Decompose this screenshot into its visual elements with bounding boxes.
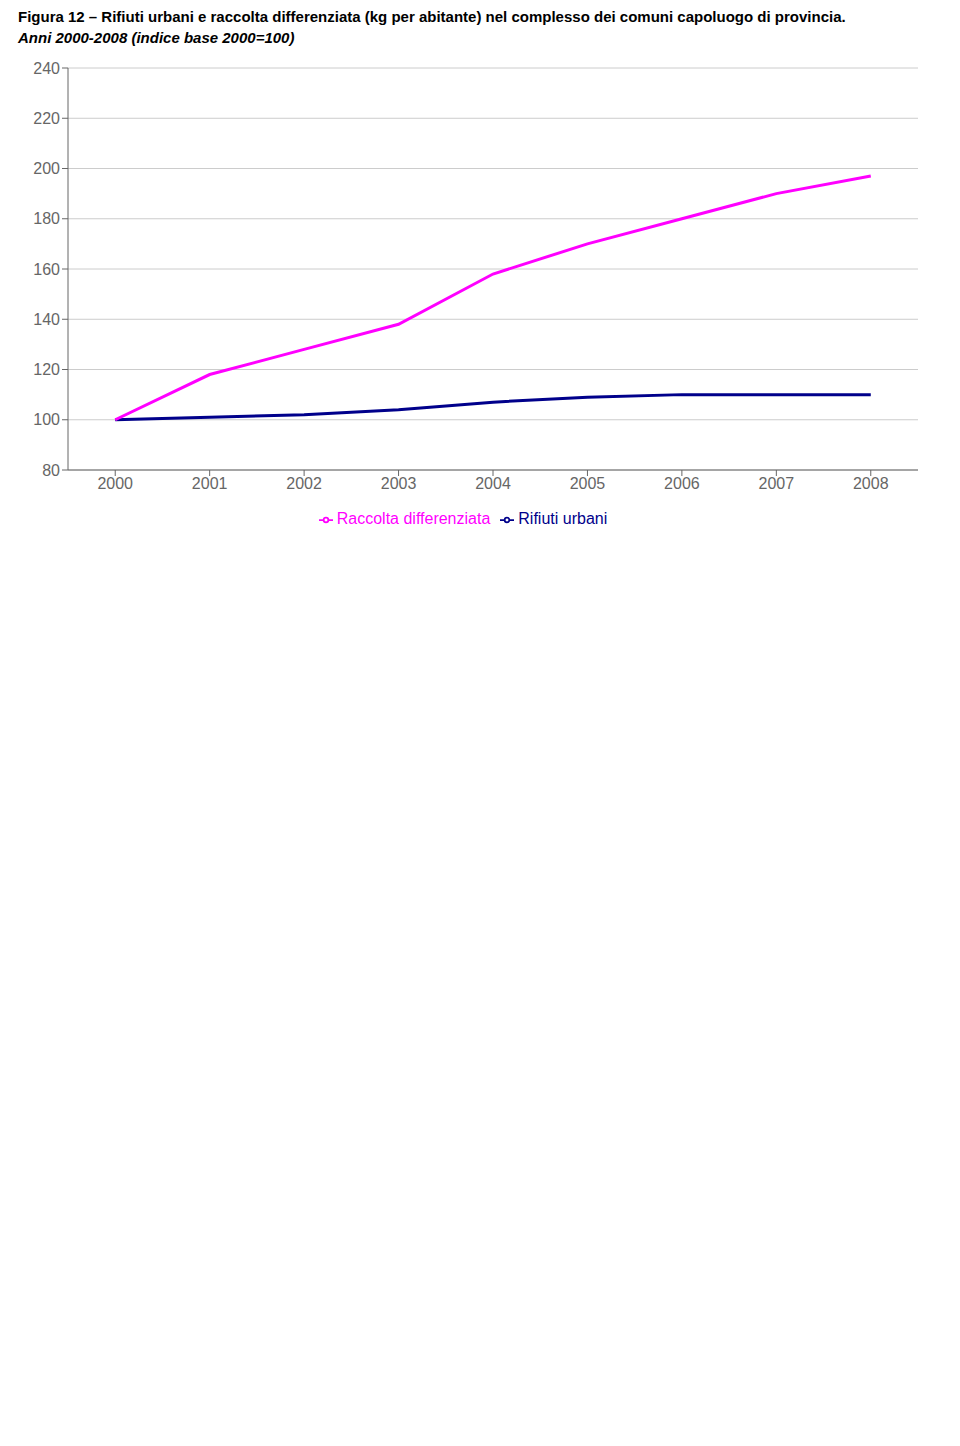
svg-text:200: 200	[33, 160, 60, 177]
svg-text:2000: 2000	[97, 475, 133, 492]
svg-text:2007: 2007	[759, 475, 795, 492]
svg-text:2001: 2001	[192, 475, 228, 492]
svg-text:2008: 2008	[853, 475, 889, 492]
svg-text:220: 220	[33, 110, 60, 127]
svg-text:180: 180	[33, 210, 60, 227]
svg-text:2003: 2003	[381, 475, 417, 492]
html-text:Anni 2000-2008 (indice base 20: Anni 2000-2008 (indice base 2000=100)	[18, 29, 295, 46]
svg-text:140: 140	[33, 311, 60, 328]
svg-text:2004: 2004	[475, 475, 511, 492]
svg-text:160: 160	[33, 261, 60, 278]
svg-text:100: 100	[33, 411, 60, 428]
svg-text:2006: 2006	[664, 475, 700, 492]
svg-text:120: 120	[33, 361, 60, 378]
svg-text:2002: 2002	[286, 475, 322, 492]
svg-text:240: 240	[33, 60, 60, 77]
svg-text:80: 80	[42, 462, 60, 479]
html-text:Raccolta differenziata: Raccolta differenziata	[336, 510, 491, 527]
html-text:Rifiuti urbani: Rifiuti urbani	[518, 510, 608, 527]
svg-text:2005: 2005	[570, 475, 606, 492]
html-text:Figura 12 – Rifiuti urbani e r: Figura 12 – Rifiuti urbani e raccolta di…	[18, 8, 846, 25]
